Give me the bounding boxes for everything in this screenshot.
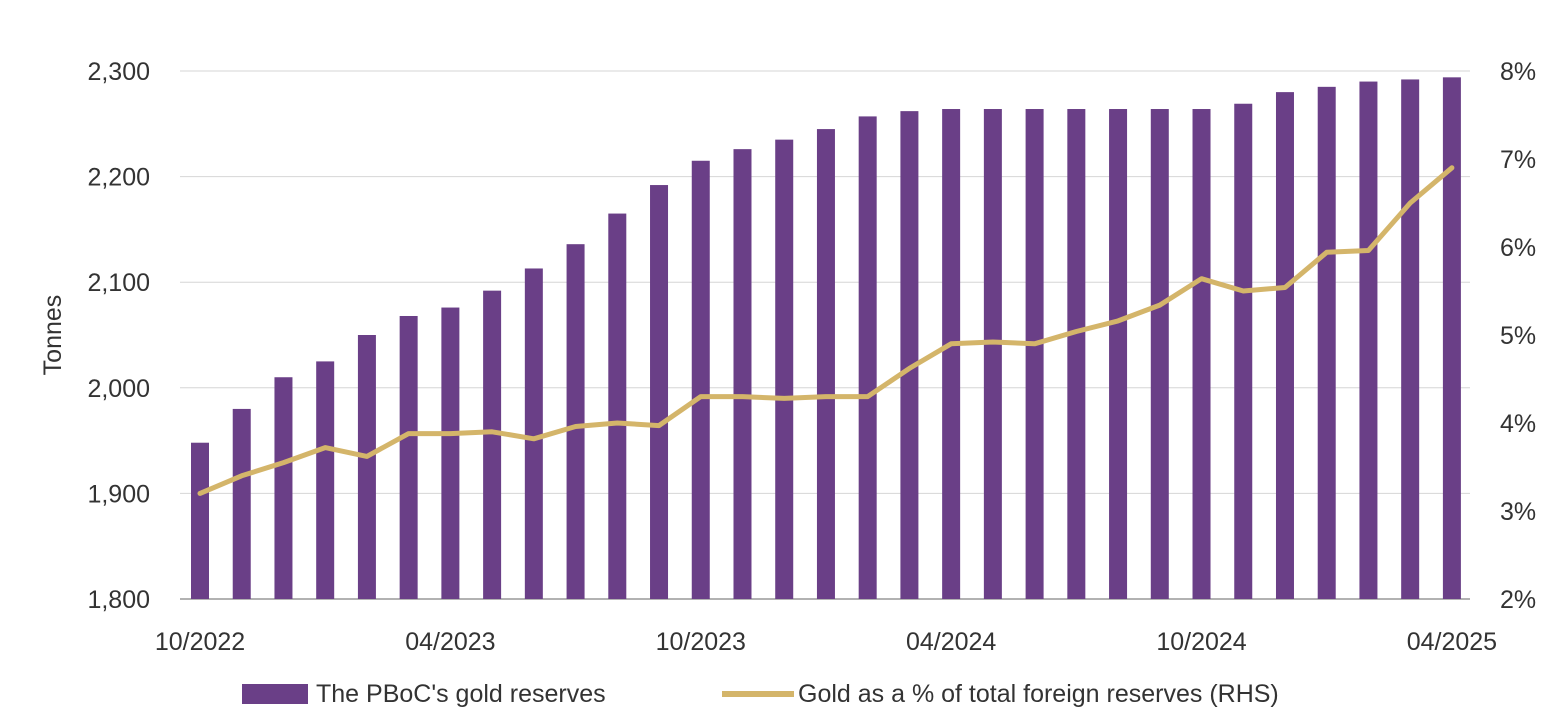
x-tick-label: 10/2023 — [656, 628, 746, 656]
bar — [441, 307, 460, 599]
y-axis-left: 1,800 1,900 2,000 2,100 2,200 2,300 — [87, 58, 150, 614]
bar — [691, 160, 710, 599]
bar — [483, 290, 502, 599]
bar — [1317, 86, 1336, 600]
y-right-tick-label: 7% — [1500, 146, 1536, 174]
bar — [983, 109, 1002, 600]
y-axis-title: Tonnes — [39, 295, 67, 376]
bar — [316, 361, 335, 599]
x-tick-label: 04/2025 — [1407, 628, 1497, 656]
bar — [1025, 109, 1044, 600]
bar-series — [191, 77, 1461, 600]
bar — [733, 149, 752, 600]
bar — [274, 377, 293, 599]
legend-label-line: Gold as a % of total foreign reserves (R… — [798, 680, 1279, 708]
x-tick-label: 10/2024 — [1156, 628, 1246, 656]
y-tick-label: 2,300 — [87, 58, 150, 86]
bar — [1109, 109, 1128, 600]
bar — [816, 129, 835, 599]
y-right-tick-label: 8% — [1500, 58, 1536, 86]
x-tick-label: 04/2023 — [405, 628, 495, 656]
bar — [775, 139, 794, 599]
bar — [858, 116, 877, 600]
y-tick-label: 1,800 — [87, 586, 150, 614]
y-right-tick-label: 2% — [1500, 586, 1536, 614]
legend-swatch-bars — [242, 684, 308, 704]
bar — [1275, 92, 1294, 600]
bar — [191, 442, 209, 599]
legend-label-bars: The PBoC's gold reserves — [316, 680, 606, 708]
bar — [1067, 109, 1086, 600]
x-tick-label: 10/2022 — [155, 628, 245, 656]
legend: The PBoC's gold reserves Gold as a % of … — [242, 680, 1279, 708]
series-line — [197, 165, 1455, 496]
bar — [1442, 77, 1461, 599]
bar — [399, 315, 418, 599]
bar — [566, 244, 585, 599]
y-tick-label: 2,200 — [87, 164, 150, 192]
y-right-tick-label: 3% — [1500, 498, 1536, 526]
bar — [650, 185, 669, 599]
bar — [1150, 109, 1169, 600]
bar — [608, 213, 627, 599]
bar — [1192, 109, 1211, 600]
bar — [357, 335, 376, 599]
y-right-tick-label: 6% — [1500, 234, 1536, 262]
bar — [1359, 81, 1378, 599]
x-tick-label: 04/2024 — [906, 628, 996, 656]
bar — [1401, 79, 1420, 599]
y-tick-label: 2,100 — [87, 269, 150, 297]
y-right-tick-label: 5% — [1500, 322, 1536, 350]
bar — [942, 109, 961, 600]
bar — [524, 268, 543, 599]
line-series — [197, 165, 1455, 496]
y-tick-label: 2,000 — [87, 375, 150, 403]
bar — [232, 408, 251, 599]
y-right-tick-label: 4% — [1500, 410, 1536, 438]
y-axis-right: 2% 3% 4% 5% 6% 7% 8% — [1500, 58, 1536, 614]
y-tick-label: 1,900 — [87, 480, 150, 508]
bar — [1234, 103, 1253, 600]
bar — [900, 111, 919, 600]
x-axis: 10/2022 04/2023 10/2023 04/2024 10/2024 04/20… — [155, 628, 1497, 656]
